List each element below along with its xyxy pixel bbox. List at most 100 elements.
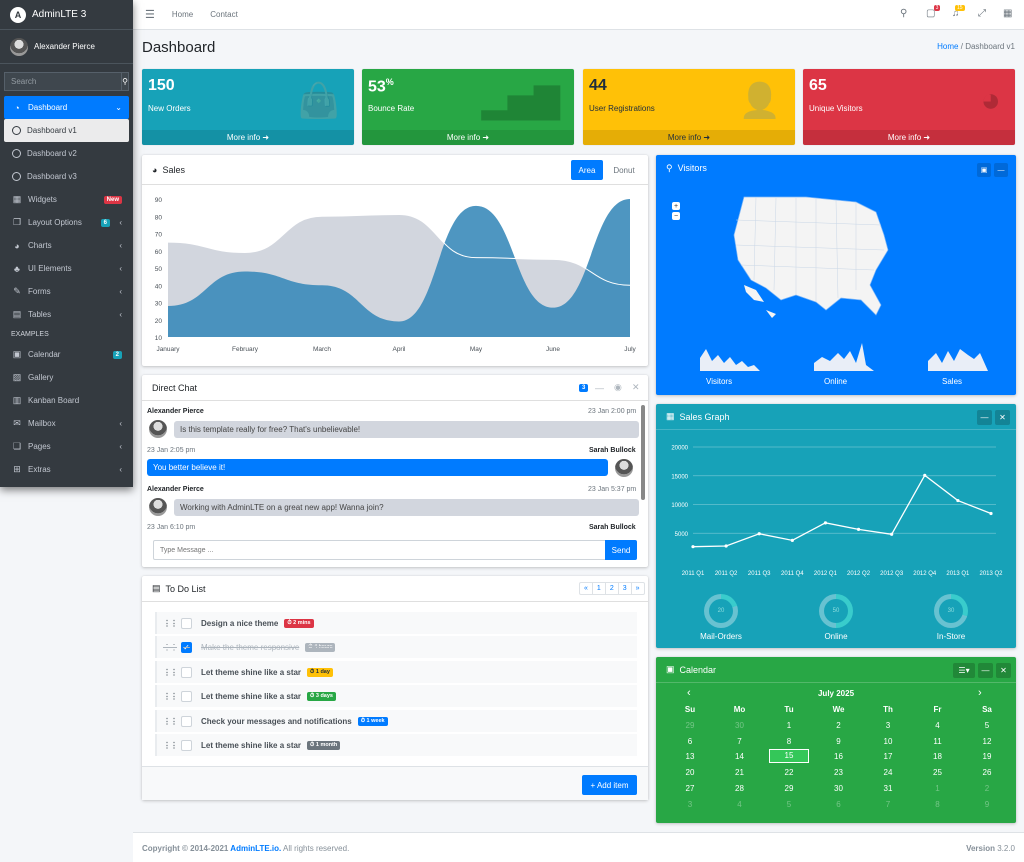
calendar-day[interactable]: 21	[735, 768, 744, 778]
todo-item[interactable]: ⋮⋮ Let theme shine like a star ⏱ 1 day	[155, 661, 637, 683]
todo-checkbox[interactable]	[181, 715, 192, 727]
calendar-day[interactable]: 8	[935, 799, 940, 809]
calendar-day[interactable]: 28	[735, 783, 744, 793]
calendar-day[interactable]: 10	[883, 736, 893, 746]
sidebar-item-kanban[interactable]: ▥ Kanban Board	[4, 389, 129, 412]
comments-icon[interactable]: ▢ 3	[926, 5, 941, 19]
calendar-day[interactable]: 19	[982, 752, 992, 762]
chevron-left-icon[interactable]: ‹	[687, 687, 691, 699]
drag-handle-icon[interactable]: ⋮⋮	[163, 618, 178, 628]
calendar-day[interactable]: 16	[834, 752, 843, 762]
comments-icon[interactable]: ◉	[614, 382, 622, 392]
calendar-day[interactable]: 29	[784, 783, 794, 793]
sidebar-item-extras[interactable]: ⊞ Extras ‹	[4, 458, 129, 481]
user-name[interactable]: Alexander Pierce	[34, 42, 95, 51]
chevron-right-icon[interactable]: ›	[978, 687, 982, 699]
minus-icon[interactable]: —	[595, 382, 604, 393]
grid-icon[interactable]: ▦	[1003, 8, 1013, 19]
calendar-day[interactable]: 1	[935, 783, 940, 793]
drag-handle-icon[interactable]: ⋮⋮	[163, 691, 178, 701]
sidebar-item-dashboard[interactable]: ◔ Dashboard ⌄	[4, 96, 129, 119]
calendar-day[interactable]: 20	[685, 768, 695, 778]
sidebar-item-layout-options[interactable]: ❐ Layout Options 6 ‹	[4, 211, 129, 234]
calendar-day[interactable]: 7	[737, 736, 742, 746]
in-store-knob[interactable]: 30	[934, 594, 968, 628]
calendar-day[interactable]: 1	[786, 721, 792, 730]
calendar-day[interactable]: 26	[982, 768, 992, 778]
bell-icon[interactable]: ♫ 15	[952, 5, 965, 19]
calendar-day[interactable]: 2	[984, 783, 990, 793]
usa-map[interactable]	[656, 190, 1016, 330]
calendar-day[interactable]: 14	[735, 752, 744, 762]
fullscreen-icon[interactable]: ⤢	[978, 8, 986, 19]
calendar-day[interactable]: 11	[933, 736, 942, 746]
todo-checkbox-checked[interactable]: ✓	[181, 641, 192, 653]
mail-orders-knob[interactable]: 20	[704, 594, 738, 628]
calendar-day[interactable]: 25	[933, 768, 942, 778]
zoom-out-button[interactable]: −	[672, 212, 680, 220]
more-info-link[interactable]: More info ➜	[583, 130, 795, 145]
todo-checkbox[interactable]	[181, 666, 192, 678]
calendar-day-today[interactable]: 15	[769, 749, 809, 764]
todo-item[interactable]: ⋮⋮ ✓ Make the theme responsive ⏱ 4 hours	[155, 636, 637, 658]
breadcrumb-home[interactable]: Home	[937, 42, 959, 51]
drag-handle-icon[interactable]: ⋮⋮	[163, 740, 178, 750]
calendar-month[interactable]: July 2025	[817, 689, 855, 698]
send-button[interactable]: Send	[605, 540, 637, 560]
close-button[interactable]: ✕	[995, 410, 1010, 425]
sidebar-item-charts[interactable]: ◕ Charts ‹	[4, 234, 129, 257]
online-knob[interactable]: 50	[819, 594, 853, 628]
nav-link-home[interactable]: Home	[171, 10, 194, 19]
search-input[interactable]	[4, 72, 122, 91]
page-prev[interactable]: «	[584, 585, 588, 592]
calendar-day[interactable]: 9	[836, 736, 841, 746]
todo-checkbox[interactable]	[181, 617, 192, 629]
calendar-day[interactable]: 3	[885, 721, 891, 730]
collapse-button[interactable]: —	[978, 663, 993, 678]
calendar-day[interactable]: 30	[735, 721, 744, 730]
calendar-day[interactable]: 3	[687, 799, 693, 809]
message-input[interactable]	[153, 540, 606, 560]
calendar-day[interactable]: 6	[836, 799, 841, 809]
brand-link[interactable]: A AdminLTE 3	[0, 0, 133, 30]
calendar-day[interactable]: 6	[687, 736, 693, 746]
page-2[interactable]: 2	[604, 583, 618, 594]
hamburger-menu-icon[interactable]: ☰	[145, 9, 155, 21]
calendar-day[interactable]: 9	[984, 799, 990, 809]
todo-item[interactable]: ⋮⋮ Design a nice theme ⏱ 2 mins	[155, 612, 637, 634]
more-info-link[interactable]: More info ➜	[142, 130, 354, 145]
drag-handle-icon[interactable]: ⋮⋮	[163, 642, 178, 652]
adminlte-link[interactable]: AdminLTE.io.	[230, 844, 282, 853]
calendar-day[interactable]: 8	[786, 736, 792, 746]
calendar-day[interactable]: 5	[786, 799, 792, 809]
calendar-day[interactable]: 30	[834, 783, 843, 793]
close-icon[interactable]: ✕	[632, 382, 640, 392]
sidebar-item-ui-elements[interactable]: ♣ UI Elements ‹	[4, 257, 129, 280]
user-panel[interactable]: Alexander Pierce	[0, 30, 133, 64]
sidebar-item-tables[interactable]: ▤ Tables ‹	[4, 303, 129, 326]
calendar-day[interactable]: 13	[685, 752, 695, 762]
calendar-day[interactable]: 23	[834, 768, 843, 778]
drag-handle-icon[interactable]: ⋮⋮	[163, 667, 178, 677]
search-button[interactable]: ⚲	[122, 72, 129, 91]
todo-item[interactable]: ⋮⋮ Let theme shine like a star ⏱ 3 days	[155, 685, 637, 707]
calendar-day[interactable]: 27	[685, 783, 695, 793]
calendar-day[interactable]: 7	[885, 799, 891, 809]
add-item-button[interactable]: + Add item	[582, 775, 637, 795]
page-3[interactable]: 3	[617, 583, 631, 594]
sidebar-item-calendar[interactable]: ▣ Calendar 2	[4, 343, 129, 366]
sidebar-item-gallery[interactable]: ▨ Gallery	[4, 366, 129, 389]
sidebar-item-pages[interactable]: ❏ Pages ‹	[4, 435, 129, 458]
calendar-day[interactable]: 4	[737, 799, 742, 809]
todo-item[interactable]: ⋮⋮ Let theme shine like a star ⏱ 1 month	[155, 734, 637, 756]
sidebar-item-dashboard-v1[interactable]: Dashboard v1	[4, 119, 129, 142]
more-info-link[interactable]: More info ➜	[803, 130, 1015, 145]
calendar-day[interactable]: 24	[883, 768, 893, 778]
page-1[interactable]: 1	[591, 583, 605, 594]
todo-checkbox[interactable]	[181, 739, 192, 751]
calendar-day[interactable]: 18	[933, 752, 942, 762]
page-next[interactable]: »	[630, 583, 644, 594]
calendar-day[interactable]: 17	[883, 752, 893, 762]
sidebar-item-widgets[interactable]: ▦ Widgets New	[4, 188, 129, 211]
chat-scrollbar[interactable]	[641, 405, 645, 500]
